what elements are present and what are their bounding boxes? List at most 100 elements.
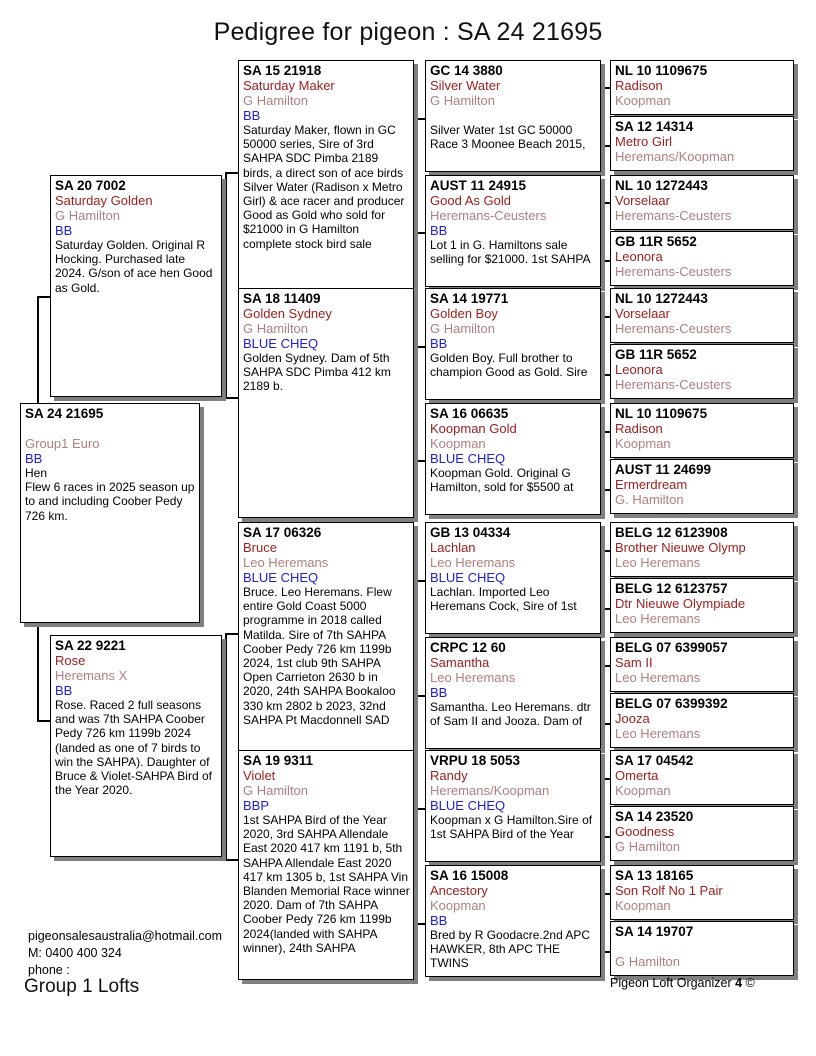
gen4-15-breeder: Koopman [615,898,671,913]
gen4-1-ring: NL 10 1109675 [615,63,708,78]
subject-name-blank [25,421,196,436]
connector-g3-8-bot [600,951,610,953]
pedigree-box-gen4-5[interactable]: NL 10 1272443 Vorselaar Heremans-Ceuster… [610,288,794,343]
gen3-7-breeder: Heremans/Koopman [430,783,550,798]
sire-colour: BB [55,223,73,238]
connector-g2d-bot [414,923,425,925]
pedigree-box-gen2-1[interactable]: SA 15 21918 Saturday Maker G Hamilton BB… [238,60,414,290]
gen4-2-breeder: Heremans/Koopman [615,149,735,164]
pedigree-box-gen3-8[interactable]: SA 16 15008 Ancestory Koopman BB Bred by… [425,865,601,977]
gen3-4-breeder: Koopman [430,436,486,451]
connector-g3-1-bot [600,145,610,147]
gen4-14-ring: SA 14 23520 [615,809,694,824]
credit-copyright-icon: © [745,976,755,990]
gen3-3-name: Golden Boy [430,306,498,321]
gen4-16-ring: SA 14 19707 [615,924,694,939]
connector-g2c-bot [414,695,425,697]
gen4-5-name: Vorselaar [615,306,670,321]
gen3-8-breeder: Koopman [430,898,486,913]
gen4-2-name: Metro Girl [615,134,673,149]
gen4-4-breeder: Heremans-Ceusters [615,264,732,279]
gen4-6-ring: GB 11R 5652 [615,347,697,362]
gen3-6-colour: BB [430,685,448,700]
pedigree-box-gen2-3[interactable]: SA 17 06326 Bruce Leo Heremans BLUE CHEQ… [238,522,414,752]
gen4-3-name: Vorselaar [615,193,670,208]
subject-ring: SA 24 21695 [25,406,104,421]
pedigree-box-gen2-4[interactable]: SA 19 9311 Violet G Hamilton BBP 1st SAH… [238,750,414,980]
gen4-5-breeder: Heremans-Ceusters [615,321,732,336]
gen4-16-name [615,939,790,954]
pedigree-box-gen4-4[interactable]: GB 11R 5652 Leonora Heremans-Ceusters [610,231,794,286]
gen3-2-breeder: Heremans-Ceusters [430,208,547,223]
loft-name: Group 1 Lofts [24,976,140,997]
gen2-3-ring: SA 17 06326 [243,525,322,540]
gen3-4-colour: BLUE CHEQ [430,451,506,466]
connector-g3-5-bot [600,608,610,610]
gen4-16-breeder: G Hamilton [615,954,681,969]
pedigree-box-gen4-12[interactable]: BELG 07 6399392 Jooza Leo Heremans [610,693,794,748]
subject-sex: Hen [25,466,48,480]
pedigree-box-gen3-7[interactable]: VRPU 18 5053 Randy Heremans/Koopman BLUE… [425,750,601,862]
credit-version: 4 [735,976,743,990]
gen2-2-notes: Golden Sydney. Dam of 5th SAHPA SDC Pimb… [243,351,391,394]
dam-colour: BB [55,683,73,698]
gen3-8-ring: SA 16 15008 [430,868,509,883]
pedigree-box-gen4-13[interactable]: SA 17 04542 Omerta Koopman [610,750,794,805]
pedigree-box-gen4-10[interactable]: BELG 12 6123757 Dtr Nieuwe Olympiade Leo… [610,578,794,633]
gen4-15-name: Son Rolf No 1 Pair [615,883,723,898]
gen3-2-colour: BB [430,223,448,238]
gen4-7-breeder: Koopman [615,436,671,451]
pedigree-box-gen4-15[interactable]: SA 13 18165 Son Rolf No 1 Pair Koopman [610,865,794,920]
pedigree-box-gen4-2[interactable]: SA 12 14314 Metro Girl Heremans/Koopman [610,116,794,171]
pedigree-box-gen4-6[interactable]: GB 11R 5652 Leonora Heremans-Ceusters [610,344,794,399]
pedigree-box-gen3-3[interactable]: SA 14 19771 Golden Boy G Hamilton BB Gol… [425,288,601,400]
pedigree-box-sire[interactable]: SA 20 7002 Saturday Golden G Hamilton BB… [50,175,222,397]
connector-g2d-top [414,808,425,810]
gen4-9-ring: BELG 12 6123908 [615,525,728,540]
gen2-1-ring: SA 15 21918 [243,63,322,78]
connector-subject-gen1-top [37,296,51,298]
gen3-7-notes: Koopman x G Hamilton.Sire of 1st SAHPA B… [430,813,593,842]
gen4-11-name: Sam II [615,655,653,670]
gen3-1-name: Silver Water [430,78,501,93]
gen3-3-ring: SA 14 19771 [430,291,509,306]
gen4-15-ring: SA 13 18165 [615,868,694,883]
gen3-5-ring: GB 13 04334 [430,525,511,540]
connector-g3-7-bot [600,836,610,838]
sire-breeder: G Hamilton [55,208,121,223]
connector-g3-8-top [600,893,610,895]
gen4-12-ring: BELG 07 6399392 [615,696,728,711]
pedigree-box-gen4-11[interactable]: BELG 07 6399057 Sam II Leo Heremans [610,637,794,692]
gen4-9-name: Brother Nieuwe Olymp [615,540,746,555]
pedigree-box-gen3-6[interactable]: CRPC 12 60 Samantha Leo Heremans BB Sama… [425,637,601,749]
pedigree-box-gen4-8[interactable]: AUST 11 24699 Ermerdream G. Hamilton [610,459,794,514]
gen4-5-ring: NL 10 1272443 [615,291,708,306]
pedigree-box-gen2-2[interactable]: SA 18 11409 Golden Sydney G Hamilton BLU… [238,288,414,518]
pedigree-box-gen4-1[interactable]: NL 10 1109675 Radison Koopman [610,60,794,115]
gen2-3-notes: Bruce. Leo Heremans. Flew entire Gold Co… [243,585,396,727]
pedigree-box-gen3-5[interactable]: GB 13 04334 Lachlan Leo Heremans BLUE CH… [425,522,601,634]
gen4-4-ring: GB 11R 5652 [615,234,697,249]
pedigree-box-gen4-9[interactable]: BELG 12 6123908 Brother Nieuwe Olymp Leo… [610,522,794,577]
pedigree-box-gen4-3[interactable]: NL 10 1272443 Vorselaar Heremans-Ceuster… [610,175,794,230]
pedigree-box-gen3-4[interactable]: SA 16 06635 Koopman Gold Koopman BLUE CH… [425,403,601,515]
gen3-4-ring: SA 16 06635 [430,406,509,421]
gen4-7-name: Radison [615,421,663,436]
gen2-2-colour: BLUE CHEQ [243,336,319,351]
pedigree-box-gen4-7[interactable]: NL 10 1109675 Radison Koopman [610,403,794,458]
gen2-1-colour: BB [243,108,261,123]
gen3-6-notes: Samantha. Leo Heremans. dtr of Sam II an… [430,700,591,729]
page-title: Pedigree for pigeon : SA 24 21695 [213,18,603,46]
gen4-8-name: Ermerdream [615,477,688,492]
gen2-4-colour: BBP [243,798,270,813]
pedigree-box-dam[interactable]: SA 22 9221 Rose Heremans X BB Rose. Race… [50,635,222,857]
gen3-4-notes: Koopman Gold. Original G Hamilton, sold … [430,466,574,495]
gen2-1-name: Saturday Maker [243,78,335,93]
pedigree-box-gen3-2[interactable]: AUST 11 24915 Good As Gold Heremans-Ceus… [425,175,601,287]
pedigree-box-subject[interactable]: SA 24 21695 Group1 Euro BB Hen Flew 6 ra… [20,403,200,623]
pedigree-box-gen4-14[interactable]: SA 14 23520 Goodness G Hamilton [610,806,794,861]
connector-g1a-bot [225,397,238,399]
pedigree-box-gen4-16[interactable]: SA 14 19707 G Hamilton [610,921,794,976]
pedigree-box-gen3-1[interactable]: GC 14 3880 Silver Water G Hamilton Silve… [425,60,601,172]
